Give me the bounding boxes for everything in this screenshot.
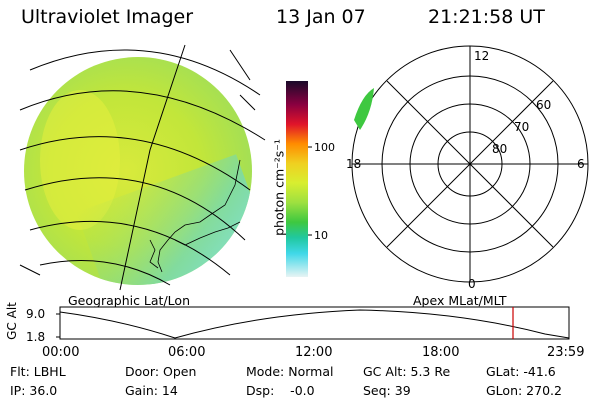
polar-plot: 12 18 6 0 60 70 80 xyxy=(346,45,589,291)
lat-label-70: 70 xyxy=(514,120,529,134)
date-label: 13 Jan 07 xyxy=(276,6,366,28)
geographic-grid xyxy=(19,44,266,291)
mlt-label-0: 0 xyxy=(468,277,476,291)
time-label: 21:21:58 UT xyxy=(428,6,545,28)
ip-info: IP: 36.0 xyxy=(10,383,58,398)
colorbar-gradient xyxy=(286,81,308,277)
glon-info: GLon: 270.2 xyxy=(486,383,562,398)
glat-info: GLat: -41.6 xyxy=(486,364,556,379)
seq-info: Seq: 39 xyxy=(363,383,411,398)
filter-info: Flt: LBHL xyxy=(10,364,66,379)
lat-label-60: 60 xyxy=(536,98,551,112)
orbit-ylabel: GC Alt xyxy=(5,302,19,340)
coastline xyxy=(149,159,241,273)
orbit-plot-frame xyxy=(59,306,570,340)
alt-tick-9: 9.0 xyxy=(26,307,45,321)
gain-info: Gain: 14 xyxy=(125,383,178,398)
earth-disk xyxy=(24,57,252,285)
gc-alt-info: GC Alt: 5.3 Re xyxy=(363,364,451,379)
time-tick-2359: 23:59 xyxy=(547,345,585,360)
altitude-curve xyxy=(59,309,570,339)
mlt-label-12: 12 xyxy=(474,49,489,63)
orbit-altitude-plot: 9.0 1.8 GC Alt xyxy=(5,302,570,344)
colorbar-tick-10: 10 xyxy=(314,229,328,242)
mode-info: Mode: Normal xyxy=(246,364,334,379)
alt-tick-1-8: 1.8 xyxy=(26,330,45,344)
apex-label: Apex MLat/MLT xyxy=(413,293,507,308)
instrument-title: Ultraviolet Imager xyxy=(21,6,194,28)
time-tick-0600: 06:00 xyxy=(168,345,206,360)
lat-label-80: 80 xyxy=(492,142,507,156)
auroral-patch xyxy=(354,88,374,130)
time-tick-1200: 12:00 xyxy=(295,345,333,360)
dsp-info: Dsp: -0.0 xyxy=(246,383,315,398)
geographic-label: Geographic Lat/Lon xyxy=(68,293,190,308)
door-info: Door: Open xyxy=(125,364,197,379)
mlt-label-6: 6 xyxy=(577,157,585,171)
time-tick-0000: 00:00 xyxy=(42,345,80,360)
colorbar: 100 10 xyxy=(286,81,335,277)
colorbar-unit-label: photon cm⁻²s⁻¹ xyxy=(271,139,287,236)
mlt-label-18: 18 xyxy=(346,157,361,171)
time-tick-1800: 18:00 xyxy=(422,345,460,360)
colorbar-tick-100: 100 xyxy=(314,141,335,154)
